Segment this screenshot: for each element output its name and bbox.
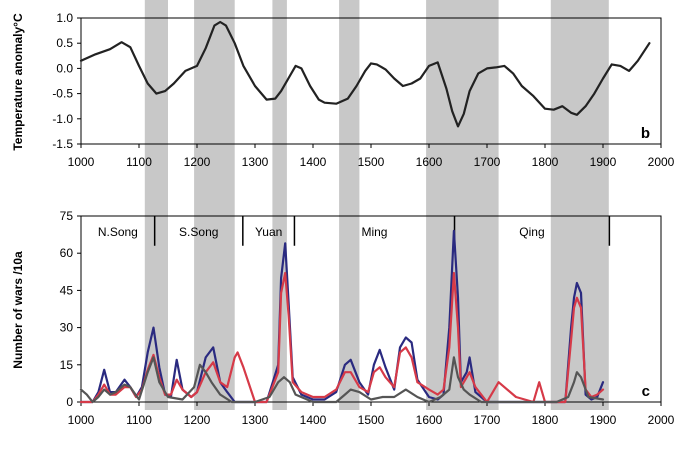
panel-c-x-tick-label: 1700 [474,413,501,427]
panel-c-x-tick-label: 1000 [68,413,95,427]
panel-b-x-tick-label: 1100 [126,155,152,169]
dynasty-label-4: Qing [519,225,544,239]
panel-c-y-ticks: 75 60 45 30 15 0 [60,209,81,409]
panel-b-y-tick-label: -0.5 [52,87,73,101]
panel-c-y-tick-label: 30 [60,321,74,335]
panel-b-y-tick-label: 0.0 [56,61,73,75]
panel-c-series-line-1 [79,271,605,404]
panel-c-wars: N.Song S.Song Yuan Ming Qing 75 60 45 30 15 0 100… [11,209,675,427]
panel-b-x-tick-label: 1600 [416,155,443,169]
panel-c-x-tick-label: 1800 [532,413,559,427]
panel-c-y-axis-label: Number of wars /10a [11,251,25,369]
panel-b-y-tick-label: -1.0 [52,112,73,126]
panel-c-x-tick-label: 1300 [242,413,269,427]
panel-c-y-tick-label: 15 [60,358,74,372]
dynasty-boundaries: N.Song S.Song Yuan Ming Qing [98,216,611,246]
panel-c-y-tick-label: 60 [60,246,74,260]
panel-c-x-tick-label: 1200 [184,413,211,427]
panel-b-y-tick-label: -1.5 [52,137,73,151]
panel-b-x-tick-label: 1500 [358,155,385,169]
panel-b-x-tick-label: 1200 [184,155,211,169]
panel-c-series-line-2 [79,356,605,404]
panel-c-x-tick-label: 1900 [590,413,617,427]
shading-band-0 [144,0,168,410]
shading-band-4 [426,0,499,410]
panel-b-y-tick-label: 1.0 [56,11,73,25]
dynasty-label-0: N.Song [98,225,138,239]
dynasty-label-3: Ming [361,225,387,239]
panel-b-x-tick-label: 1700 [474,155,501,169]
panel-b-y-tick-label: 0.5 [56,36,73,50]
panel-c-letter: c [642,383,650,400]
panel-b-y-ticks: 1.0 0.5 0.0 -0.5 -1.0 -1.5 [52,11,81,151]
dynasty-label-2: Yuan [255,225,282,239]
panel-c-x-tick-label: 1100 [126,413,152,427]
shading-band-3 [339,0,360,410]
panel-b-series [79,20,651,128]
panel-c-x-tick-label: 1400 [300,413,327,427]
dynasty-label-1: S.Song [179,225,218,239]
panel-b-x-tick-label: 1000 [68,155,95,169]
panel-b-x-tick-label: 1800 [532,155,559,169]
panel-c-x-ticks: 1000 1100 1200 1300 1400 1500 1600 1700 1800 1900… [68,402,675,427]
panel-c-y-tick-label: 0 [66,395,73,409]
panel-b-x-ticks: 1000 1100 1200 1300 1400 1500 1600 1700 1800 1900… [68,144,675,169]
panel-c-x-tick-label: 2000 [648,413,675,427]
panel-b-temperature: 1.0 0.5 0.0 -0.5 -1.0 -1.5 1000 1100 1200 1300 14… [11,11,675,169]
shading-band-2 [272,0,287,410]
panel-b-x-tick-label: 1400 [300,155,327,169]
panel-b-x-tick-label: 1900 [590,155,617,169]
panel-c-x-tick-label: 1500 [358,413,385,427]
panel-b-x-tick-label: 2000 [648,155,675,169]
panel-c-x-tick-label: 1600 [416,413,443,427]
panel-b-letter: b [641,125,650,142]
panel-c-y-tick-label: 75 [60,209,74,223]
shading-band-5 [550,0,609,410]
panel-c-series [79,229,605,404]
shading-band-1 [194,0,235,410]
panel-b-x-tick-label: 1300 [242,155,269,169]
panel-b-y-axis-label: Temperature anomaly°C [11,13,25,151]
panel-c-y-tick-label: 45 [60,283,74,297]
panel-b-series-line-0 [79,20,651,128]
